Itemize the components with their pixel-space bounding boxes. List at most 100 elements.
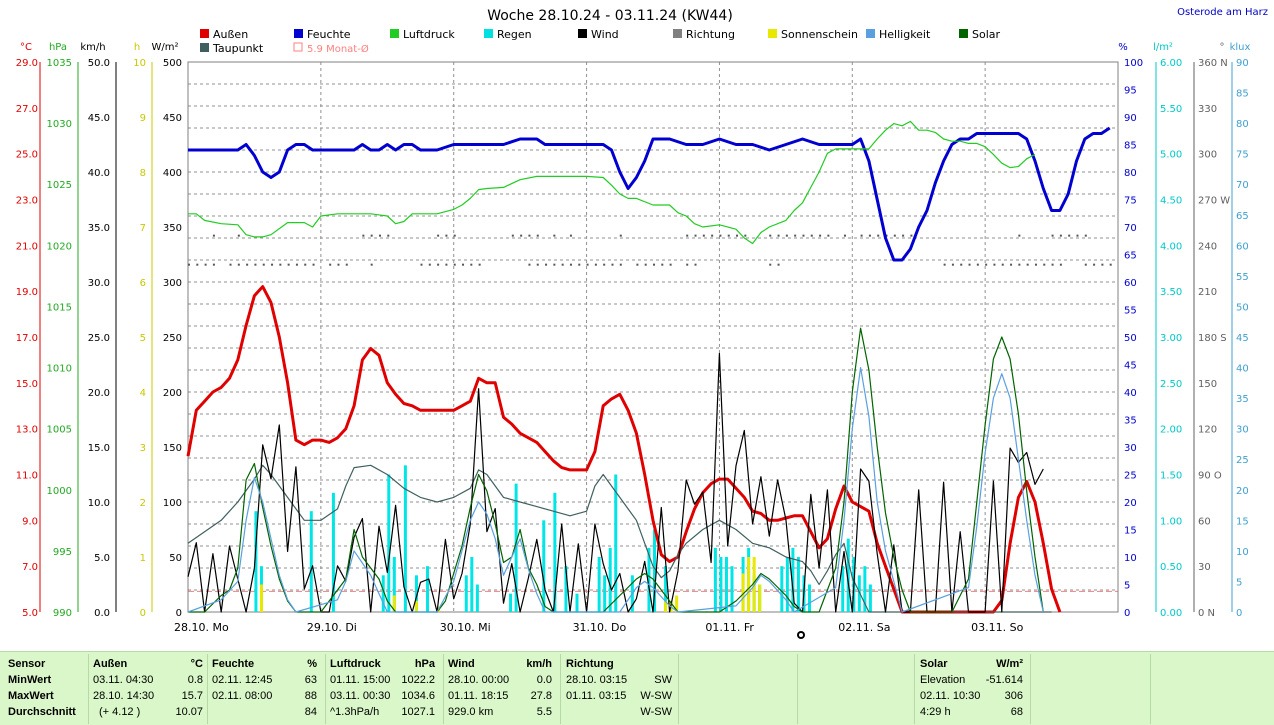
direction-dot xyxy=(694,263,697,266)
axis-tick-temp_c: 23.0 xyxy=(16,196,38,207)
direction-dot xyxy=(985,263,988,266)
weather-chart: Woche 28.10.24 - 03.11.24 (KW44) Osterod… xyxy=(16,7,1268,639)
x-tick-label: 29.10. Di xyxy=(307,621,357,634)
legend-label: Wind xyxy=(591,28,619,41)
direction-dot xyxy=(262,263,265,266)
rain-bar xyxy=(426,566,430,612)
direction-dot xyxy=(960,263,963,266)
stats-aussen-unit: °C xyxy=(190,658,203,670)
direction-dot xyxy=(976,263,979,266)
legend-swatch xyxy=(578,29,587,38)
stats-cell: W-SW xyxy=(640,706,672,718)
axis-tick-humidity_pct: 80 xyxy=(1124,168,1137,179)
direction-dot xyxy=(694,234,697,237)
rain-bar xyxy=(846,538,850,612)
axis-tick-temp_c: 17.0 xyxy=(16,333,38,344)
axis-tick-sun_h: 0 xyxy=(140,608,146,619)
direction-dot xyxy=(777,263,780,266)
direction-dot xyxy=(827,234,830,237)
axis-tick-direction_deg: 270 W xyxy=(1198,196,1230,207)
legend-swatch xyxy=(294,29,303,38)
axis-tick-temp_c: 5.0 xyxy=(22,608,38,619)
rain-bar xyxy=(387,474,391,612)
direction-dot xyxy=(877,234,880,237)
stats-cell: 10.07 xyxy=(175,706,203,718)
direction-dot xyxy=(345,263,348,266)
axis-tick-pressure_hpa: 990 xyxy=(53,608,72,619)
axis-tick-solar_wm2: 0 xyxy=(176,608,182,619)
axis-tick-sun_h: 10 xyxy=(133,58,146,69)
axis-tick-klux: 45 xyxy=(1236,333,1249,344)
axes-layer: °C29.027.025.023.021.019.017.015.013.011… xyxy=(16,42,1251,619)
rain-bar xyxy=(542,520,546,612)
stats-cell: 02.11. 08:00 xyxy=(212,690,273,702)
legend-label: Sonnenschein xyxy=(781,28,858,41)
stats-cell: W-SW xyxy=(640,690,672,702)
axis-tick-klux: 65 xyxy=(1236,211,1249,222)
axis-tick-klux: 80 xyxy=(1236,119,1249,130)
axis-tick-temp_c: 29.0 xyxy=(16,58,38,69)
stats-cell: 01.11. 15:00 xyxy=(330,674,391,686)
direction-dot xyxy=(445,263,448,266)
direction-dot xyxy=(794,234,797,237)
statistics-panel: Sensor MinWert MaxWert Durchschnitt Auße… xyxy=(0,651,1274,725)
axis-tick-rain_l: 3.00 xyxy=(1160,333,1182,344)
axis-tick-direction_deg: 60 xyxy=(1198,516,1211,527)
stats-cell: 28.10. 03:15 xyxy=(566,674,628,686)
legend-swatch xyxy=(866,29,875,38)
axis-tick-klux: 55 xyxy=(1236,272,1249,283)
stats-cell: 01.11. 18:15 xyxy=(448,690,509,702)
rain-bar xyxy=(863,566,867,612)
direction-dot xyxy=(437,234,440,237)
axis-tick-direction_deg: 330 xyxy=(1198,104,1217,115)
direction-dot xyxy=(1084,263,1087,266)
direction-dot xyxy=(586,263,589,266)
direction-dot xyxy=(229,263,232,266)
axis-tick-direction_deg: 300 xyxy=(1198,150,1217,161)
direction-dot xyxy=(528,263,531,266)
direction-dot xyxy=(312,263,315,266)
direction-dot xyxy=(910,234,913,237)
axis-tick-pressure_hpa: 1005 xyxy=(47,425,72,436)
direction-dot xyxy=(810,234,813,237)
stats-cell: -51.614 xyxy=(985,674,1023,686)
axis-tick-temp_c: 11.0 xyxy=(16,471,38,482)
stats-cell: 1034.6 xyxy=(401,690,435,702)
axis-tick-solar_wm2: 150 xyxy=(163,443,182,454)
axis-tick-direction_deg: 240 xyxy=(1198,241,1217,252)
bars-layer xyxy=(188,234,1112,612)
stats-row-label: MaxWert xyxy=(8,690,54,702)
x-tick-label: 28.10. Mo xyxy=(174,621,229,634)
axis-tick-pressure_hpa: 1035 xyxy=(47,58,72,69)
rain-bar xyxy=(475,584,479,612)
direction-dot xyxy=(993,263,996,266)
rain-bar xyxy=(309,511,313,612)
legend-swatch xyxy=(673,29,682,38)
direction-dot xyxy=(370,263,373,266)
stats-cell: 28.10. 00:00 xyxy=(448,674,510,686)
axis-tick-sun_h: 6 xyxy=(140,278,146,289)
direction-dot xyxy=(578,263,581,266)
direction-dot xyxy=(437,263,440,266)
axis-tick-klux: 15 xyxy=(1236,516,1249,527)
axis-tick-pressure_hpa: 1020 xyxy=(47,241,72,252)
direction-dot xyxy=(819,234,822,237)
axis-tick-sun_h: 9 xyxy=(140,113,146,124)
legend-label: Regen xyxy=(497,28,532,41)
axis-tick-sun_h: 2 xyxy=(140,498,146,509)
direction-dot xyxy=(271,263,274,266)
axis-tick-klux: 30 xyxy=(1236,425,1249,436)
axis-tick-klux: 5 xyxy=(1236,577,1242,588)
stats-cell: 1022.2 xyxy=(401,674,435,686)
axis-tick-direction_deg: 90 O xyxy=(1198,471,1222,482)
direction-dot xyxy=(951,263,954,266)
axis-tick-rain_l: 6.00 xyxy=(1160,58,1182,69)
stats-richtung-col: Richtung 28.10. 03:15 SW 01.11. 03:15 W-SW… xyxy=(566,656,672,720)
stats-cell: 27.8 xyxy=(530,690,552,702)
axis-tick-wind_kmh: 0.0 xyxy=(94,608,110,619)
sunshine-bar xyxy=(747,557,751,612)
direction-dot xyxy=(237,263,240,266)
stats-feuchte-unit: % xyxy=(307,658,317,670)
direction-dot xyxy=(769,263,772,266)
axis-tick-solar_wm2: 350 xyxy=(163,223,182,234)
